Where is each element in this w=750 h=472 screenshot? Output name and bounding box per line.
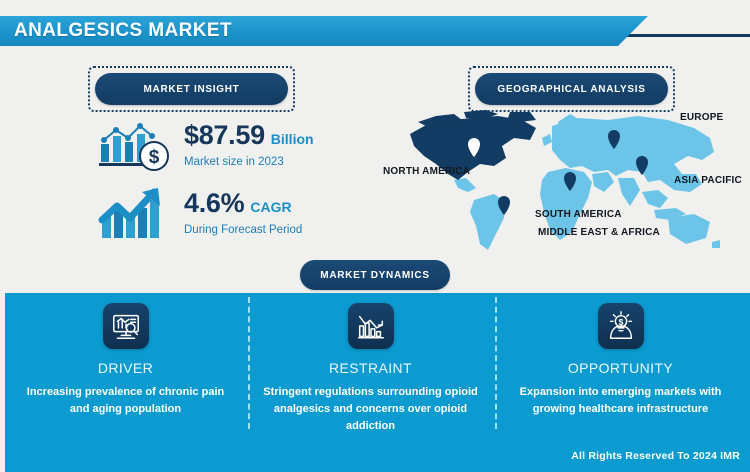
lightbulb-dollar-icon: $ bbox=[597, 303, 644, 349]
map-label-europe: EUROPE bbox=[680, 112, 724, 123]
cagr-value: 4.6% bbox=[184, 188, 245, 218]
stat-market-size: $ $87.59 Billion Market size in 2023 bbox=[96, 116, 314, 174]
market-dynamics-badge-label: MARKET DYNAMICS bbox=[300, 260, 450, 290]
stat-cagr: 4.6% CAGR During Forecast Period bbox=[96, 184, 302, 242]
page-title: ANALGESICS MARKET bbox=[14, 20, 232, 41]
cagr-caption: During Forecast Period bbox=[184, 224, 303, 236]
svg-text:$: $ bbox=[618, 317, 623, 327]
header-band bbox=[0, 16, 648, 46]
dynamics-column-restraint: RESTRAINT Stringent regulations surround… bbox=[255, 303, 486, 435]
market-insight-badge: MARKET INSIGHT bbox=[88, 66, 295, 112]
cagr-unit: CAGR bbox=[250, 199, 292, 215]
map-pins-dark bbox=[498, 130, 648, 215]
market-size-caption: Market size in 2023 bbox=[184, 156, 284, 168]
growth-arrow-icon bbox=[96, 184, 174, 242]
stat-cagr-text: 4.6% CAGR During Forecast Period bbox=[184, 188, 303, 237]
map-label-north-america: NORTH AMERICA bbox=[383, 166, 471, 177]
opportunity-title: OPPORTUNITY bbox=[567, 360, 674, 376]
market-insight-badge-label: MARKET INSIGHT bbox=[95, 73, 288, 105]
geographical-analysis-badge-label: GEOGRAPHICAL ANALYSIS bbox=[475, 73, 668, 105]
header: ANALGESICS MARKET bbox=[0, 8, 750, 46]
market-size-value: $87.59 bbox=[184, 120, 265, 150]
map-label-south-america: SOUTH AMERICA bbox=[535, 209, 622, 220]
map-landmass-other bbox=[454, 114, 720, 250]
driver-title: DRIVER bbox=[97, 360, 154, 376]
driver-description: Increasing prevalence of chronic pain an… bbox=[26, 386, 225, 416]
copyright-text: All Rights Reserved To 2024 IMR bbox=[571, 450, 740, 462]
stat-market-size-text: $87.59 Billion Market size in 2023 bbox=[184, 120, 314, 169]
restraint-description: Stringent regulations surrounding opioid… bbox=[263, 386, 478, 433]
market-size-unit: Billion bbox=[270, 131, 314, 147]
market-dynamics-panel: DRIVER Increasing prevalence of chronic … bbox=[5, 293, 750, 472]
column-divider-2 bbox=[495, 297, 497, 429]
map-pins bbox=[468, 138, 480, 157]
map-label-middle-east-africa: MIDDLE EAST & AFRICA bbox=[538, 227, 660, 238]
dynamics-column-driver: DRIVER Increasing prevalence of chronic … bbox=[10, 303, 241, 418]
geographical-analysis-badge: GEOGRAPHICAL ANALYSIS bbox=[468, 66, 675, 112]
monitor-analytics-icon bbox=[102, 303, 149, 349]
world-map-svg bbox=[410, 110, 720, 250]
market-dynamics-badge: MARKET DYNAMICS bbox=[300, 260, 450, 290]
restraint-title: RESTRAINT bbox=[329, 360, 412, 376]
world-map: NORTH AMERICA SOUTH AMERICA EUROPE ASIA … bbox=[380, 104, 750, 256]
dynamics-column-opportunity: $ OPPORTUNITY Expansion into emerging ma… bbox=[505, 303, 736, 418]
map-label-asia-pacific: ASIA PACIFIC bbox=[674, 175, 742, 186]
opportunity-description: Expansion into emerging markets with gro… bbox=[519, 386, 722, 416]
bar-chart-dollar-icon: $ bbox=[96, 116, 174, 174]
declining-chart-icon bbox=[347, 303, 394, 349]
svg-text:$: $ bbox=[149, 147, 160, 168]
column-divider-1 bbox=[248, 297, 250, 429]
